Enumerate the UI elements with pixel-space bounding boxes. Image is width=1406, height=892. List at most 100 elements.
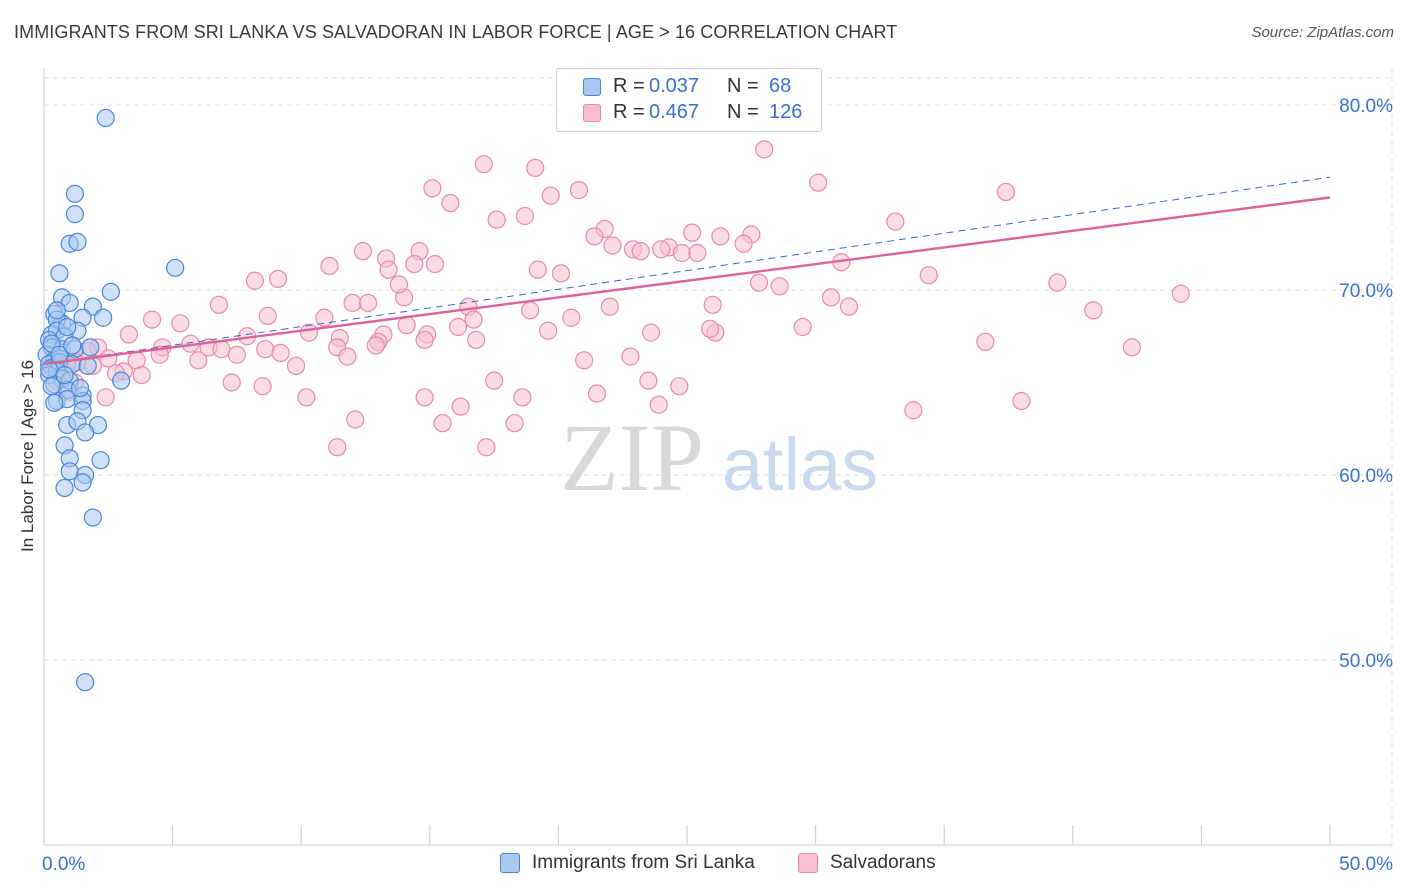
legend-r-value: 0.037 (649, 75, 700, 97)
point-salvadorans (189, 351, 208, 370)
y-tick-label: 80.0% (1339, 96, 1393, 117)
point-salvadorans (441, 193, 460, 213)
y-axis-label: In Labor Force | Age > 16 (18, 359, 37, 553)
x-tick-label: 0.0% (42, 854, 85, 875)
point-salvadorans (222, 373, 241, 392)
point-salvadorans (749, 273, 769, 292)
point-sri-lanka (83, 508, 102, 527)
point-salvadorans (353, 242, 373, 261)
point-salvadorans (587, 384, 607, 403)
point-salvadorans (821, 288, 841, 307)
point-salvadorans (299, 323, 319, 342)
correlation-legend: R = 0.037 N = 68 R = 0.467 N = 126 (556, 68, 822, 132)
point-salvadorans (688, 243, 707, 263)
point-salvadorans (258, 306, 277, 325)
point-sri-lanka (96, 108, 115, 128)
point-salvadorans (379, 260, 398, 279)
point-sri-lanka (81, 338, 100, 357)
y-tick-label: 50.0% (1339, 651, 1393, 672)
bottom-legend-label: Immigrants from Sri Lanka (532, 852, 755, 873)
source-label: Source: ZipAtlas.com (1251, 24, 1394, 41)
point-salvadorans (423, 179, 442, 198)
point-salvadorans (474, 155, 493, 174)
x-tick-label: 50.0% (1339, 854, 1393, 875)
point-salvadorans (253, 377, 272, 396)
point-salvadorans (389, 275, 409, 294)
point-salvadorans (209, 295, 228, 314)
bottom-legend-swatch-blue (500, 853, 520, 873)
point-salvadorans (770, 277, 789, 296)
point-sri-lanka (166, 258, 185, 277)
point-salvadorans (996, 182, 1016, 202)
legend-r-value: 0.467 (649, 101, 700, 123)
point-salvadorans (755, 140, 774, 159)
point-salvadorans (142, 310, 162, 329)
point-sri-lanka (47, 301, 66, 320)
point-salvadorans (513, 388, 532, 407)
point-salvadorans (212, 340, 231, 359)
bottom-legend-swatch-pink (798, 853, 818, 873)
point-sri-lanka (50, 345, 69, 364)
point-salvadorans (505, 414, 524, 433)
point-salvadorans (346, 410, 365, 429)
point-sri-lanka (65, 205, 84, 224)
point-salvadorans (425, 255, 445, 274)
point-salvadorans (569, 181, 589, 200)
point-sri-lanka (63, 336, 82, 355)
trend-line-sri-lanka (43, 176, 1331, 365)
point-salvadorans (919, 266, 938, 285)
point-salvadorans (366, 336, 385, 355)
point-salvadorans (631, 242, 650, 261)
grid-lines (44, 68, 1393, 845)
point-salvadorans (1012, 391, 1031, 411)
point-salvadorans (539, 321, 558, 340)
point-sri-lanka (58, 317, 77, 337)
point-salvadorans (652, 240, 671, 259)
bottom-legend-label: Salvadorans (830, 852, 936, 873)
point-salvadorans (466, 330, 486, 350)
point-salvadorans (793, 317, 812, 337)
point-salvadorans (703, 295, 722, 314)
point-salvadorans (96, 388, 115, 407)
point-salvadorans (1171, 284, 1190, 303)
point-salvadorans (328, 438, 347, 457)
point-salvadorans (603, 236, 622, 255)
point-salvadorans (397, 316, 416, 335)
watermark: ZIP atlas (560, 404, 878, 511)
point-salvadorans (551, 264, 571, 283)
point-salvadorans (268, 269, 288, 288)
point-sri-lanka (94, 308, 113, 327)
point-salvadorans (683, 223, 702, 242)
point-salvadorans (338, 347, 357, 366)
watermark-zip: ZIP (560, 404, 704, 511)
point-salvadorans (415, 388, 434, 407)
point-salvadorans (904, 401, 923, 420)
axes (43, 68, 1392, 846)
point-salvadorans (487, 210, 506, 229)
legend-n-value: 126 (769, 101, 803, 123)
point-salvadorans (809, 173, 828, 192)
point-sri-lanka (112, 371, 131, 390)
point-sri-lanka (42, 377, 61, 396)
point-sri-lanka (73, 473, 92, 492)
point-salvadorans (245, 271, 265, 290)
point-sri-lanka (101, 282, 120, 301)
point-salvadorans (670, 377, 689, 396)
point-salvadorans (639, 371, 658, 390)
point-salvadorans (600, 297, 619, 316)
point-salvadorans (886, 212, 905, 231)
point-salvadorans (256, 340, 275, 359)
point-salvadorans (515, 206, 535, 226)
point-sri-lanka (83, 297, 102, 316)
point-salvadorans (464, 310, 483, 329)
point-salvadorans (649, 395, 668, 414)
point-salvadorans (575, 351, 594, 370)
point-salvadorans (562, 308, 581, 327)
point-salvadorans (271, 343, 290, 362)
point-salvadorans (415, 330, 434, 350)
point-sri-lanka (45, 393, 64, 412)
point-sri-lanka (55, 366, 74, 385)
point-salvadorans (1122, 338, 1142, 357)
point-sri-lanka (50, 264, 69, 283)
